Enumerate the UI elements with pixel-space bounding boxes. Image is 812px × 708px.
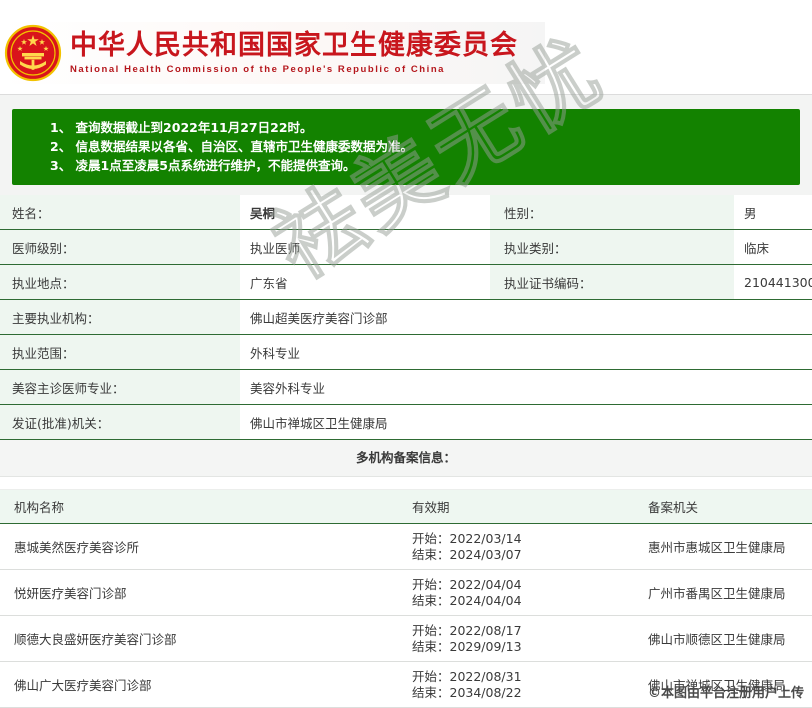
field-value-practice-location: 广东省	[240, 264, 490, 300]
validity-end: 结束：2024/04/04	[412, 592, 522, 608]
field-label-practice-category: 执业类别：	[490, 229, 734, 265]
field-label-license-number: 执业证书编码：	[490, 264, 734, 300]
validity-start: 开始：2022/08/17	[412, 622, 522, 638]
table-header-row: 机构名称 有效期 备案机关	[0, 490, 812, 524]
cell-institution-name: 悦妍医疗美容门诊部	[0, 569, 410, 616]
header-title-group: 中华人民共和国国家卫生健康委员会 National Health Commiss…	[70, 31, 518, 75]
table-row: 执业地点： 广东省 执业证书编码： 210441300001161	[0, 264, 812, 300]
cell-validity-period: 开始：2022/03/14 结束：2024/03/07	[410, 523, 646, 570]
field-label-primary-institution: 主要执业机构：	[0, 299, 240, 335]
china-national-emblem-icon	[4, 24, 62, 82]
validity-start: 开始：2022/08/31	[412, 668, 522, 684]
table-row: 医师级别： 执业医师 执业类别： 临床	[0, 229, 812, 265]
column-header-validity-period: 有效期	[410, 490, 646, 524]
field-empty-cell	[734, 369, 812, 405]
institution-records-table: 机构名称 有效期 备案机关 惠城美然医疗美容诊所 开始：2022/03/14 结…	[0, 490, 812, 708]
field-empty-cell	[490, 369, 734, 405]
cell-validity-period: 开始：2022/04/04 结束：2024/04/04	[410, 569, 646, 616]
site-title-en: National Health Commission of the People…	[70, 63, 446, 75]
notice-item: 2、 信息数据结果以各省、自治区、直辖市卫生健康委数据为准。	[50, 139, 414, 154]
cell-filing-authority: 佛山市顺德区卫生健康局	[646, 615, 812, 662]
section-spacer	[0, 477, 812, 490]
table-row: 发证(批准)机关： 佛山市禅城区卫生健康局	[0, 404, 812, 440]
field-value-issuing-authority: 佛山市禅城区卫生健康局	[240, 404, 490, 440]
notice-banner: 1、 查询数据截止到2022年11月27日22时。 2、 信息数据结果以各省、自…	[12, 109, 800, 185]
field-empty-cell	[490, 299, 734, 335]
cell-validity-period: 开始：2022/08/17 结束：2029/09/13	[410, 615, 646, 662]
field-value-primary-institution: 佛山超美医疗美容门诊部	[240, 299, 490, 335]
cell-validity-period: 开始：2022/08/31 结束：2034/08/22	[410, 661, 646, 708]
column-header-filing-authority: 备案机关	[646, 490, 812, 524]
cell-filing-authority: 佛山市禅城区卫生健康局	[646, 661, 812, 708]
field-value-license-number: 210441300001161	[734, 264, 812, 300]
field-label-practice-scope: 执业范围：	[0, 334, 240, 370]
validity-start: 开始：2022/04/04	[412, 576, 522, 592]
field-value-practice-scope: 外科专业	[240, 334, 490, 370]
field-empty-cell	[490, 334, 734, 370]
field-label-name: 姓名：	[0, 195, 240, 230]
field-label-gender: 性别：	[490, 195, 734, 230]
cell-filing-authority: 广州市番禺区卫生健康局	[646, 569, 812, 616]
table-row: 惠城美然医疗美容诊所 开始：2022/03/14 结束：2024/03/07 惠…	[0, 523, 812, 570]
doctor-info-table: 姓名： 吴桐 性别： 男 医师级别： 执业医师 执业类别： 临床 执业地点： 广…	[0, 195, 812, 440]
table-row: 姓名： 吴桐 性别： 男	[0, 195, 812, 230]
table-row: 顺德大良盛妍医疗美容门诊部 开始：2022/08/17 结束：2029/09/1…	[0, 615, 812, 662]
field-empty-cell	[734, 334, 812, 370]
multi-institution-section-title: 多机构备案信息：	[0, 440, 812, 477]
field-label-issuing-authority: 发证(批准)机关：	[0, 404, 240, 440]
field-label-doctor-level: 医师级别：	[0, 229, 240, 265]
field-value-gender: 男	[734, 195, 812, 230]
header-divider	[0, 94, 812, 95]
field-label-cosmetic-specialty: 美容主诊医师专业：	[0, 369, 240, 405]
header-brand-band: 中华人民共和国国家卫生健康委员会 National Health Commiss…	[0, 22, 545, 84]
field-value-doctor-level: 执业医师	[240, 229, 490, 265]
field-label-practice-location: 执业地点：	[0, 264, 240, 300]
cell-institution-name: 顺德大良盛妍医疗美容门诊部	[0, 615, 410, 662]
field-empty-cell	[734, 299, 812, 335]
site-title-cn: 中华人民共和国国家卫生健康委员会	[70, 30, 518, 62]
column-header-institution-name: 机构名称	[0, 490, 410, 524]
cell-institution-name: 惠城美然医疗美容诊所	[0, 523, 410, 570]
field-empty-cell	[490, 404, 734, 440]
notice-wrapper: 1、 查询数据截止到2022年11月27日22时。 2、 信息数据结果以各省、自…	[0, 95, 812, 195]
notice-item: 1、 查询数据截止到2022年11月27日22时。	[50, 120, 313, 135]
cell-filing-authority: 惠州市惠城区卫生健康局	[646, 523, 812, 570]
field-value-name: 吴桐	[240, 195, 490, 230]
validity-end: 结束：2034/08/22	[412, 684, 522, 700]
cell-institution-name: 佛山广大医疗美容门诊部	[0, 661, 410, 708]
validity-start: 开始：2022/03/14	[412, 530, 522, 546]
table-row: 主要执业机构： 佛山超美医疗美容门诊部	[0, 299, 812, 335]
field-value-cosmetic-specialty: 美容外科专业	[240, 369, 490, 405]
table-row: 美容主诊医师专业： 美容外科专业	[0, 369, 812, 405]
upload-attribution-watermark: ©本图由平台注册用户上传	[647, 686, 804, 701]
site-header: 中华人民共和国国家卫生健康委员会 National Health Commiss…	[0, 0, 812, 95]
field-empty-cell	[734, 404, 812, 440]
validity-end: 结束：2029/09/13	[412, 638, 522, 654]
table-row: 佛山广大医疗美容门诊部 开始：2022/08/31 结束：2034/08/22 …	[0, 661, 812, 708]
field-value-practice-category: 临床	[734, 229, 812, 265]
table-row: 悦妍医疗美容门诊部 开始：2022/04/04 结束：2024/04/04 广州…	[0, 569, 812, 616]
table-row: 执业范围： 外科专业	[0, 334, 812, 370]
notice-item: 3、 凌晨1点至凌晨5点系统进行维护，不能提供查询。	[50, 158, 356, 173]
validity-end: 结束：2024/03/07	[412, 546, 522, 562]
